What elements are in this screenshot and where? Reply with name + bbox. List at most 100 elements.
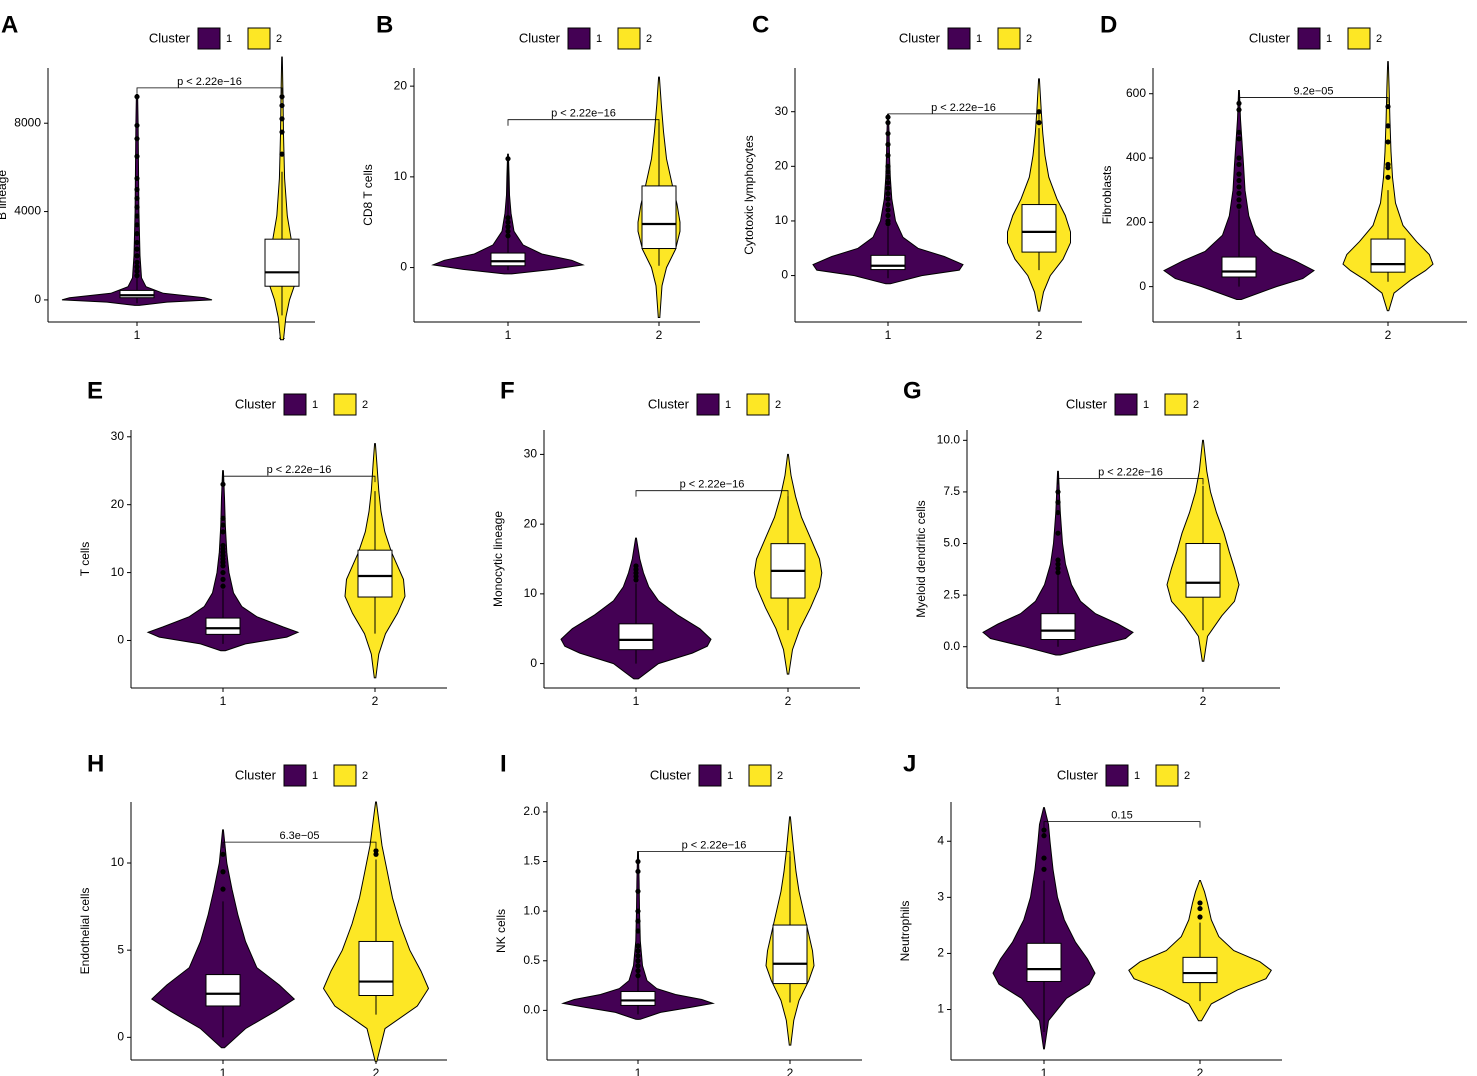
legend-j: Cluster 1 2	[1057, 764, 1190, 787]
legend-key-2	[1347, 27, 1371, 50]
y-tick-label: 4000	[14, 204, 41, 218]
outlier-point	[1236, 177, 1242, 184]
box-2	[1182, 956, 1218, 984]
outlier-point	[134, 268, 140, 274]
outlier-point	[134, 136, 140, 142]
x-tick-label: 1	[1041, 1066, 1048, 1076]
box-2	[641, 185, 677, 250]
series-2	[637, 76, 681, 319]
significance-bracket	[1043, 821, 1201, 828]
outlier-point	[1055, 489, 1061, 495]
panel-letter-j: J	[903, 750, 916, 777]
y-tick-label: 10	[394, 169, 408, 183]
outlier-point	[505, 233, 511, 239]
outlier-point	[220, 481, 226, 487]
outlier-point	[1236, 197, 1242, 203]
outlier-point	[134, 264, 140, 270]
p-value-label: p < 2.22e−16	[680, 479, 745, 491]
x-tick-label: 2	[656, 328, 663, 342]
outlier-point	[134, 231, 140, 237]
x-tick-label: 2	[787, 1066, 794, 1076]
significance-bracket	[887, 113, 1040, 120]
outlier-point	[1055, 530, 1061, 536]
significance-bracket	[222, 475, 376, 483]
series-1	[992, 807, 1096, 1050]
panel-letter-e: E	[87, 377, 103, 404]
y-tick-label: 2.5	[943, 587, 960, 601]
outlier-point	[885, 163, 891, 169]
series-1	[560, 537, 712, 680]
x-tick-label: 2	[1197, 1066, 1204, 1076]
legend-key-2	[997, 27, 1021, 50]
outlier-point	[279, 94, 285, 100]
panel-g: G Cluster 1 2 0.0 2.5 5.0 7.5 10.0 1 2 Myeloid dend…	[903, 377, 1280, 708]
y-tick-label: 10	[111, 565, 125, 579]
box-1	[490, 252, 526, 267]
legend-key-2	[333, 393, 357, 416]
outlier-point	[373, 848, 379, 854]
significance-bracket	[222, 841, 377, 849]
outlier-point	[505, 219, 511, 225]
legend-label-2: 2	[362, 770, 368, 782]
box-1	[119, 289, 155, 299]
legend-title: Cluster	[235, 767, 277, 782]
legend-label-2: 2	[1376, 33, 1382, 45]
x-tick-label: 2	[785, 694, 792, 708]
panel-letter-a: A	[1, 11, 18, 38]
outlier-point	[134, 94, 140, 100]
box-2	[772, 924, 808, 985]
outlier-point	[134, 122, 140, 129]
outlier-point	[885, 191, 891, 197]
legend-d: Cluster 1 2	[1249, 27, 1382, 50]
y-tick-label: 1.5	[523, 854, 540, 868]
y-tick-label: 0.5	[523, 953, 540, 967]
y-tick-label: 600	[1126, 86, 1146, 100]
legend-key-2	[333, 764, 357, 787]
series-1	[561, 851, 715, 1020]
legend-title: Cluster	[149, 30, 191, 45]
legend-key-1	[197, 27, 221, 50]
x-tick-label: 1	[220, 694, 227, 708]
x-tick-label: 2	[1385, 328, 1392, 342]
outlier-point	[635, 963, 641, 969]
x-tick-label: 1	[1236, 328, 1243, 342]
y-tick-label: 10	[775, 213, 789, 227]
y-tick-label: 0.0	[943, 639, 960, 653]
y-tick-label: 4	[937, 833, 944, 847]
x-tick-label: 1	[885, 328, 892, 342]
x-tick-label: 1	[1055, 694, 1062, 708]
outlier-point	[1385, 161, 1391, 168]
legend-title: Cluster	[1057, 767, 1099, 782]
outlier-point	[885, 120, 891, 126]
outlier-point	[279, 116, 285, 122]
outlier-point	[134, 204, 140, 210]
y-tick-label: 30	[524, 447, 538, 461]
significance-bracket	[136, 87, 283, 94]
violin-2	[1342, 61, 1434, 312]
legend-label-2: 2	[1026, 33, 1032, 45]
outlier-point	[505, 156, 511, 162]
legend-key-2	[748, 764, 772, 787]
outlier-point	[220, 522, 226, 528]
outlier-point	[885, 169, 891, 175]
y-tick-label: 20	[111, 497, 125, 511]
x-tick-label: 2	[1200, 694, 1207, 708]
panel-a: A Cluster 1 2 0 4000 8000 1 2 B lineage p < 2.22e−…	[0, 11, 315, 342]
legend-label-2: 2	[775, 399, 781, 411]
legend-label-1: 1	[1134, 770, 1140, 782]
y-tick-label: 20	[775, 158, 789, 172]
p-value-label: p < 2.22e−16	[267, 464, 332, 476]
p-value-label: p < 2.22e−16	[931, 102, 996, 114]
outlier-point	[1041, 855, 1047, 861]
p-value-label: p < 2.22e−16	[1098, 467, 1163, 479]
outlier-point	[134, 186, 140, 193]
outlier-point	[635, 948, 641, 954]
legend-label-2: 2	[362, 399, 368, 411]
y-tick-label: 10	[111, 855, 125, 869]
box-1	[1040, 613, 1076, 640]
outlier-point	[1236, 184, 1242, 190]
y-tick-label: 0	[117, 1030, 124, 1044]
outlier-point	[635, 943, 641, 949]
outlier-point	[505, 215, 511, 221]
outlier-point	[885, 185, 891, 191]
